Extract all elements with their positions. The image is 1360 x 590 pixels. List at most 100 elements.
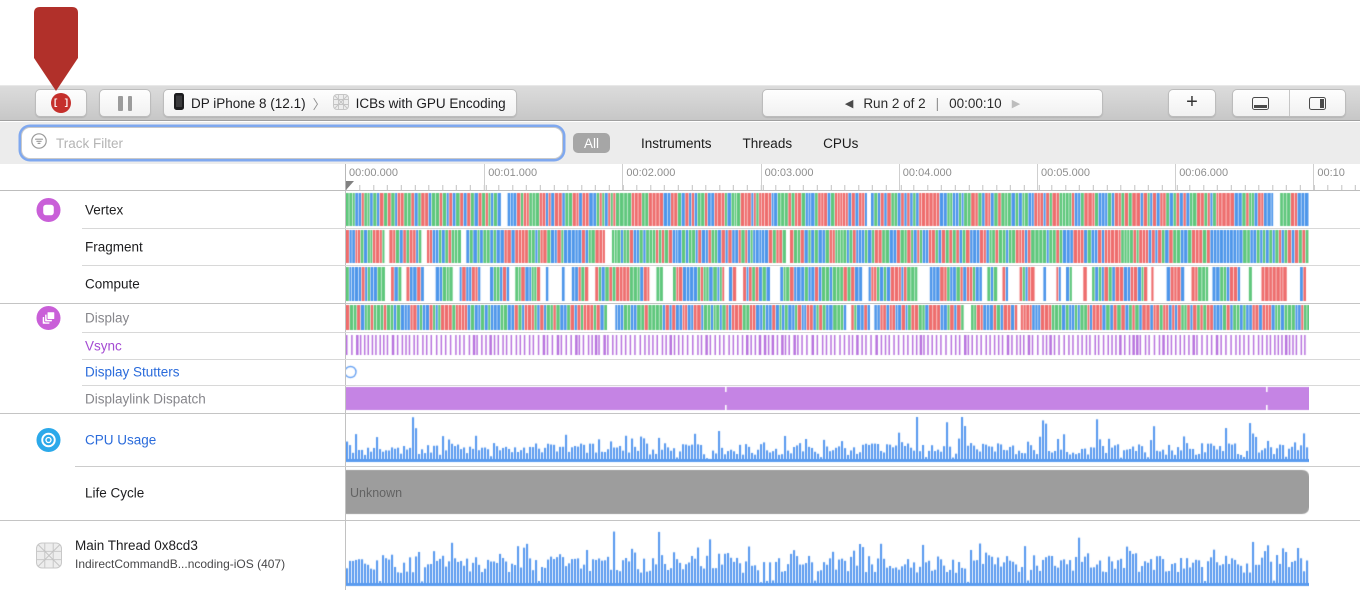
ruler-ticks [485, 185, 623, 190]
track-row-life-cycle: Life Cycle Unknown [0, 466, 1360, 520]
row-separator [82, 228, 1360, 229]
track-label-vsync: Vsync [85, 338, 122, 353]
target-selector[interactable]: DP iPhone 8 (12.1) 〉 ICBs with GPU Encod… [163, 89, 517, 117]
track-timeline-vertex [345, 191, 1360, 228]
ruler-ticks [761, 185, 899, 190]
track-row-compute: Compute [0, 265, 1360, 303]
track-sublabel-main-thread: IndirectCommandB...ncoding-iOS (407) [75, 557, 286, 572]
row-separator [82, 265, 1360, 266]
run-duration: 00:00:10 [949, 95, 1002, 111]
display-stutters-track-plot[interactable] [346, 359, 1309, 385]
track-label-fragment: Fragment [85, 239, 143, 254]
filter-segment-instruments[interactable]: Instruments [641, 135, 712, 151]
track-header-cpu-usage[interactable]: CPU Usage [0, 413, 345, 466]
track-timeline-main-thread [345, 520, 1360, 590]
target-document-label: ICBs with GPU Encoding [355, 95, 506, 111]
ruler-time-label: 00:03.000 [764, 167, 814, 179]
vertex-track-plot[interactable] [346, 191, 1309, 228]
track-timeline-vsync [345, 332, 1360, 359]
track-filter-field[interactable] [22, 128, 562, 158]
track-header-vsync[interactable]: Vsync [0, 332, 345, 359]
run-label: Run 2 of 2 [863, 95, 926, 111]
playhead-marker[interactable] [346, 181, 354, 190]
add-instrument-button[interactable]: + [1168, 89, 1216, 117]
ruler-time-label: 00:02.000 [626, 167, 676, 179]
track-header-displaylink-dispatch[interactable]: Displaylink Dispatch [0, 385, 345, 413]
run-navigator: ◀ Run 2 of 2 | 00:00:10 ▶ [762, 89, 1103, 117]
track-header-display[interactable]: Display [0, 303, 345, 332]
filter-segment-all[interactable]: All [573, 133, 611, 153]
fragment-track-plot[interactable] [346, 228, 1309, 265]
run-divider: | [935, 95, 940, 111]
track-row-cpu-usage: CPU Usage [0, 413, 1360, 466]
previous-run-button[interactable]: ◀ [844, 97, 854, 110]
row-separator [82, 385, 1360, 386]
pause-button[interactable] [99, 89, 151, 117]
target-device-label: DP iPhone 8 (12.1) [191, 95, 306, 111]
toggle-right-pane-button[interactable] [1288, 90, 1346, 116]
plus-icon: + [1186, 90, 1198, 113]
toggle-bottom-pane-button[interactable] [1233, 90, 1289, 116]
ruler-cell: 00:10 [1313, 164, 1360, 190]
ruler-cell: 00:04.000 [898, 164, 1037, 190]
track-label-life-cycle: Life Cycle [85, 485, 145, 501]
track-header-display-stutters[interactable]: Display Stutters [0, 359, 345, 385]
track-list: Vertex Fragment Compute Display Vsync Display… [0, 191, 1360, 590]
track-timeline-fragment [345, 228, 1360, 265]
filter-segment-threads[interactable]: Threads [742, 135, 793, 151]
ruler-time-label: 00:10 [1317, 167, 1345, 179]
row-separator [75, 466, 1360, 467]
gpu-instrument-icon [36, 197, 61, 222]
ruler-time-label: 00:06.000 [1179, 167, 1229, 179]
iphone-device-icon [174, 93, 184, 113]
life-cycle-track-plot[interactable] [346, 466, 1309, 520]
right-pane-icon [1308, 96, 1326, 110]
row-separator [0, 413, 1360, 414]
track-filter-input[interactable] [54, 134, 553, 152]
ruler-cell: 00:02.000 [622, 164, 761, 190]
track-timeline-display [345, 303, 1360, 332]
ruler-ticks [1176, 185, 1314, 190]
bookmark-pin-icon [33, 6, 79, 97]
life-cycle-unknown-segment[interactable]: Unknown [350, 486, 403, 500]
track-header-fragment[interactable]: Fragment [0, 228, 345, 265]
track-label-cpu-usage: CPU Usage [85, 432, 157, 447]
ruler-ticks [623, 185, 761, 190]
cpu-instrument-icon [36, 427, 61, 452]
ruler-ticks [1314, 185, 1360, 190]
track-label-displaylink-dispatch: Displaylink Dispatch [85, 391, 206, 407]
track-row-fragment: Fragment [0, 228, 1360, 265]
cpu-usage-track-plot[interactable] [346, 413, 1309, 466]
track-row-vsync: Vsync [0, 332, 1360, 359]
compute-track-plot[interactable] [346, 265, 1309, 303]
track-row-display: Display [0, 303, 1360, 332]
track-header-life-cycle[interactable]: Life Cycle [0, 466, 345, 520]
ruler-time-label: 00:04.000 [902, 167, 952, 179]
track-row-displaylink-dispatch: Displaylink Dispatch [0, 385, 1360, 413]
record-icon: [ ] [51, 93, 71, 113]
filter-bar: All Instruments Threads CPUs [0, 122, 1360, 164]
bottom-pane-icon [1252, 96, 1270, 110]
track-timeline-compute [345, 265, 1360, 303]
ruler-time-label: 00:05.000 [1041, 167, 1090, 179]
chevron-right-icon: 〉 [312, 96, 326, 112]
row-separator [0, 520, 1360, 521]
displaylink-dispatch-track-plot[interactable] [346, 385, 1309, 413]
track-header-compute[interactable]: Compute [0, 265, 345, 303]
pause-icon [118, 95, 123, 111]
filter-segment-cpus[interactable]: CPUs [823, 135, 859, 151]
track-header-vertex[interactable]: Vertex [0, 191, 345, 228]
ruler-ticks [346, 185, 485, 190]
track-header-main-thread[interactable]: Main Thread 0x8cd3 IndirectCommandB...nco… [0, 520, 345, 590]
row-separator [0, 303, 1360, 304]
next-run-button[interactable]: ▶ [1011, 97, 1021, 110]
ruler-ticks [899, 185, 1037, 190]
ruler-cell: 00:06.000 [1175, 164, 1314, 190]
display-track-plot[interactable] [346, 303, 1309, 332]
vsync-track-plot[interactable] [346, 332, 1309, 359]
record-button[interactable]: [ ] [35, 89, 87, 117]
ruler-scale[interactable]: 00:00.000 00:01.000 00:02.000 00:03.000 00:0… [345, 164, 1360, 191]
ruler-cell: 00:03.000 [760, 164, 899, 190]
main-thread-track-plot[interactable] [346, 520, 1309, 590]
